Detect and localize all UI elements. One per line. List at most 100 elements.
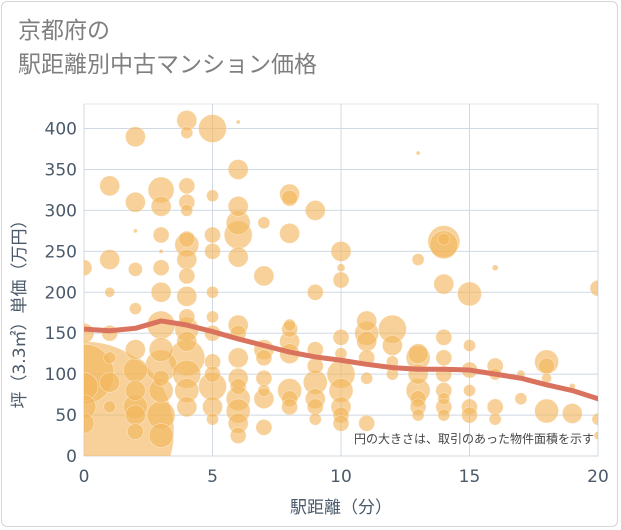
trend-line: [84, 318, 598, 402]
data-bubble: [491, 264, 499, 272]
data-bubble: [176, 286, 198, 307]
data-bubble: [435, 329, 453, 346]
data-bubble: [128, 262, 143, 277]
data-bubble: [133, 228, 138, 234]
data-bubble: [534, 398, 559, 424]
bubble-layer: [84, 110, 598, 456]
data-bubble: [411, 253, 425, 266]
data-bubble: [257, 384, 271, 397]
data-bubble: [561, 403, 583, 424]
data-bubble: [227, 347, 249, 369]
data-bubble: [435, 349, 453, 367]
data-bubble: [336, 263, 346, 273]
data-bubble: [591, 412, 598, 426]
data-bubble: [84, 322, 95, 344]
data-bubble: [589, 279, 598, 297]
data-bubble: [178, 230, 196, 248]
data-bubble: [593, 431, 598, 440]
data-bubble: [99, 249, 120, 270]
data-bubble: [176, 331, 198, 352]
data-bubble: [255, 349, 273, 367]
data-bubble: [356, 310, 378, 332]
data-bubble: [150, 281, 172, 303]
data-bubble: [206, 412, 219, 426]
data-bubble: [99, 175, 120, 197]
y-tick-label: 250: [45, 242, 77, 262]
data-bubble: [358, 414, 376, 432]
data-bubble: [180, 204, 194, 217]
data-bubble: [308, 412, 322, 426]
x-tick-label: 0: [79, 467, 90, 487]
x-tick-label: 20: [587, 467, 609, 487]
data-bubble: [84, 412, 95, 434]
data-bubble: [463, 339, 476, 352]
y-tick-label: 200: [45, 283, 77, 303]
data-bubble: [178, 177, 196, 195]
data-bubble: [360, 371, 374, 385]
y-tick-label: 300: [45, 201, 77, 221]
chart-title-line-2: 駅距離別中古マンション価格: [18, 52, 317, 78]
data-bubble: [204, 226, 221, 244]
data-bubble: [514, 392, 528, 405]
data-bubble: [176, 396, 198, 418]
data-bubble: [176, 249, 198, 270]
data-bubble: [180, 126, 194, 139]
data-bubble: [437, 392, 451, 405]
data-bubble: [103, 351, 116, 365]
data-bubble: [281, 189, 298, 207]
data-bubble: [332, 271, 350, 289]
data-bubble: [84, 259, 93, 277]
data-bubble: [306, 357, 324, 375]
data-bubble: [356, 331, 378, 352]
x-tick-label: 10: [330, 467, 352, 487]
chart-title: 京都府の 駅距離別中古マンション価格: [18, 14, 317, 82]
data-bubble: [486, 398, 504, 416]
data-bubble: [206, 310, 219, 324]
data-bubble: [103, 400, 116, 414]
x-tick-label: 5: [207, 467, 218, 487]
data-bubble: [330, 241, 352, 262]
data-bubble: [99, 372, 120, 393]
x-tick-label: 15: [459, 467, 481, 487]
data-bubble: [281, 398, 298, 416]
data-bubble: [538, 357, 555, 375]
data-bubble: [125, 380, 146, 401]
data-bubble: [332, 329, 350, 346]
data-bubble: [150, 196, 172, 217]
data-bubble: [84, 394, 97, 420]
data-bubble: [178, 267, 196, 285]
data-bubble: [306, 283, 324, 301]
y-tick-label: 100: [45, 365, 77, 385]
data-bubble: [123, 357, 148, 383]
data-bubble: [227, 246, 249, 268]
data-bubble: [229, 427, 247, 444]
bubble-size-note: 円の大きさは、取引のあった物件面積を示す: [354, 431, 594, 446]
data-bubble: [129, 302, 142, 315]
data-bubble: [332, 414, 350, 432]
data-bubble: [206, 285, 219, 299]
y-tick-label: 350: [45, 160, 77, 180]
y-tick-labels: 0 50 100 150 200 250 300 350 400: [45, 120, 77, 467]
data-bubble: [148, 337, 174, 362]
data-bubble: [457, 281, 482, 307]
data-bubble: [206, 189, 219, 202]
x-tick-labels: 0 5 10 15 20: [79, 467, 609, 487]
data-bubble: [125, 191, 146, 213]
y-axis-title: 坪（3.3㎡）単価（万円）: [10, 211, 30, 408]
data-bubble: [229, 378, 247, 395]
y-tick-label: 400: [45, 120, 77, 140]
data-bubble: [407, 343, 429, 364]
data-bubble: [204, 243, 221, 260]
data-bubble: [152, 369, 170, 387]
data-bubble: [255, 419, 273, 436]
data-bubble: [304, 200, 326, 221]
trend-layer: [84, 318, 598, 402]
data-bubble: [463, 384, 476, 397]
data-bubble: [227, 196, 249, 217]
data-bubble: [257, 216, 271, 229]
data-bubble: [227, 159, 249, 180]
data-bubble: [125, 404, 146, 426]
data-bubble: [437, 408, 451, 422]
data-bubble: [204, 365, 221, 383]
